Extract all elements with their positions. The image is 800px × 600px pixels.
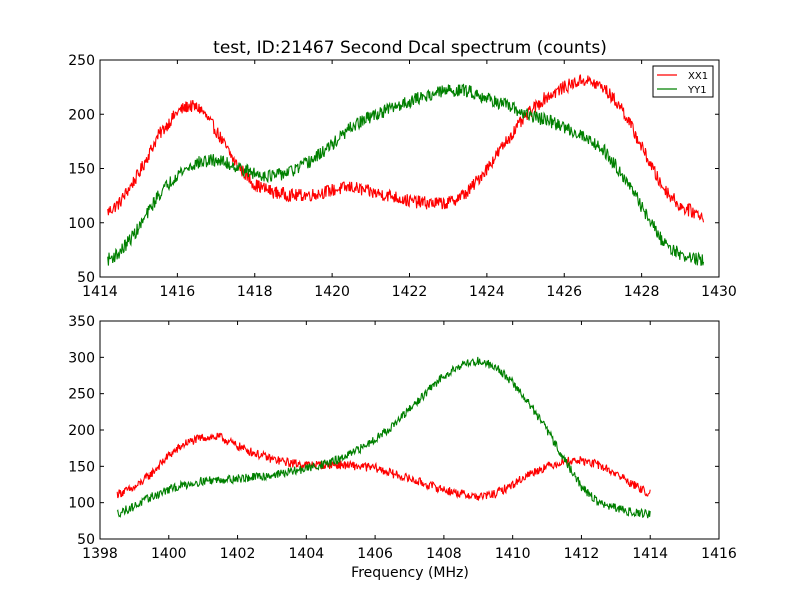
- spectrum-panel-top: 1414 1416 1418 1420 1422 1424 1426 1428 1430 50 10…: [68, 53, 737, 300]
- y-tick-label: 100: [68, 496, 95, 512]
- x-tick-label: 1404: [289, 546, 325, 562]
- series-line-yy1: [107, 83, 705, 266]
- x-tick-label: 1400: [151, 546, 187, 562]
- x-tick-label: 1406: [357, 546, 393, 562]
- x-tick-label: 1412: [564, 546, 600, 562]
- x-tick-label: 1398: [82, 546, 118, 562]
- legend-box: [652, 65, 714, 98]
- legend-label-yy1: YY1: [687, 85, 707, 96]
- x-axis-label: Frequency (MHz): [351, 565, 469, 581]
- y-tick-label: 300: [68, 350, 95, 366]
- x-tick-label: 1416: [160, 284, 196, 300]
- x-tick-label: 1414: [632, 546, 668, 562]
- y-tick-label: 50: [77, 532, 95, 548]
- y-tick-label: 50: [77, 270, 95, 286]
- series-line-yy1: [116, 356, 651, 519]
- x-tick-label: 1416: [701, 546, 737, 562]
- legend-label-xx1: XX1: [688, 71, 708, 82]
- x-tick-label: 1430: [701, 284, 737, 300]
- x-tick-label: 1414: [82, 284, 118, 300]
- y-tick-label: 200: [68, 423, 95, 439]
- y-tick-label: 250: [68, 387, 95, 403]
- y-tick-label: 150: [68, 162, 95, 178]
- x-tick-label: 1402: [220, 546, 256, 562]
- x-tick-label: 1418: [237, 284, 273, 300]
- x-tick-label: 1424: [469, 284, 505, 300]
- x-tick-label: 1410: [495, 546, 531, 562]
- y-tick-label: 200: [68, 107, 95, 123]
- chart-title: test, ID:21467 Second Dcal spectrum (cou…: [213, 38, 607, 58]
- y-tick-label: 250: [68, 53, 95, 69]
- x-tick-label: 1428: [624, 284, 660, 300]
- y-tick-label: 100: [68, 216, 95, 232]
- spectrum-panel-bottom: 1398 1400 1402 1404 1406 1408 1410 1412 1414 1416…: [68, 314, 737, 562]
- y-tick-label: 150: [68, 459, 95, 475]
- x-tick-label: 1426: [546, 284, 582, 300]
- series-line-xx1: [116, 432, 651, 501]
- x-tick-label: 1408: [426, 546, 462, 562]
- y-tick-label: 350: [68, 314, 95, 330]
- series-line-xx1: [107, 74, 705, 223]
- x-tick-label: 1420: [314, 284, 350, 300]
- x-tick-label: 1422: [392, 284, 428, 300]
